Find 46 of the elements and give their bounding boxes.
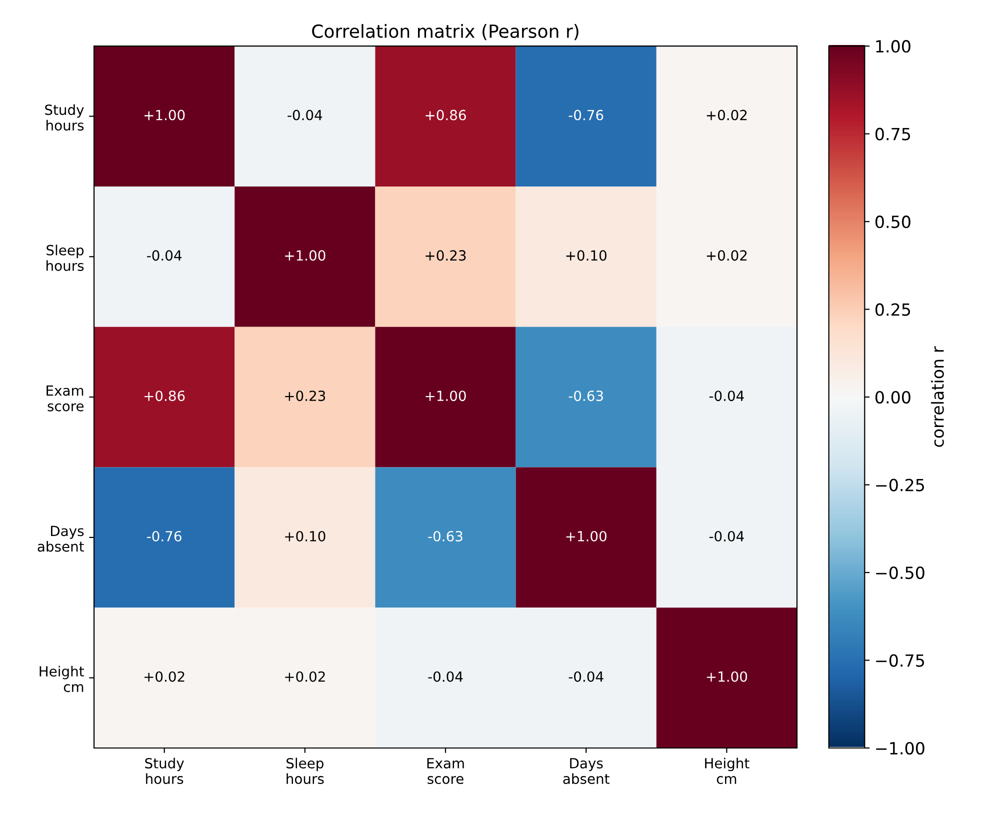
data-label: +0.02: [144, 671, 184, 682]
data-label: +0.02: [706, 250, 747, 261]
data-label: +0.86: [426, 110, 466, 120]
x-tick-label: Height cm: [705, 758, 750, 784]
data-label: +0.10: [285, 530, 326, 542]
color-bar-label: 0.75: [875, 128, 910, 140]
color-bar-label: 0.25: [875, 303, 910, 316]
color-bar-label: −0.25: [876, 478, 924, 492]
data-label: -0.04: [709, 530, 744, 542]
data-label: +0.23: [285, 390, 326, 402]
color-bar-label: 0.50: [875, 216, 910, 228]
color-bar-label: −0.50: [876, 566, 924, 580]
data-label: +1.00: [285, 250, 326, 261]
x-tick-label: Sleep hours: [286, 758, 324, 784]
data-label: -0.04: [568, 671, 604, 682]
y-tick-label: Days absent: [38, 526, 84, 552]
data-label: -0.04: [428, 671, 463, 682]
y-tick-label: Sleep hours: [46, 244, 84, 271]
color-bar-label: −0.75: [876, 654, 924, 667]
data-label: +1.00: [144, 110, 185, 120]
data-label: -0.04: [288, 110, 322, 120]
data-label: +0.02: [706, 110, 747, 120]
color-bar-label: 1.00: [876, 40, 910, 53]
data-label: +0.10: [566, 250, 606, 261]
data-label: +1.00: [706, 671, 748, 682]
data-label: +1.00: [426, 390, 466, 402]
x-tick-label: Days absent: [563, 758, 610, 784]
chart-title: Correlation matrix (Pearson r): [312, 24, 578, 40]
data-label: -0.76: [147, 530, 182, 542]
data-label: +0.23: [426, 250, 466, 261]
data-label: -0.76: [568, 110, 604, 120]
data-label: -0.04: [709, 390, 744, 402]
x-tick-label: Exam score: [427, 758, 464, 784]
data-label: -0.04: [147, 250, 182, 261]
data-label: +1.00: [566, 530, 606, 542]
data-label: -0.63: [568, 390, 603, 402]
data-label: -0.63: [428, 530, 462, 542]
data-label: +0.86: [144, 390, 185, 402]
color-bar-title: correlation r: [931, 346, 944, 447]
y-tick-label: Exam score: [46, 385, 84, 412]
data-label: +0.02: [285, 671, 325, 682]
y-tick-label: Height cm: [40, 666, 84, 692]
color-bar-label: 0.00: [875, 391, 910, 404]
color-bar-label: −1.00: [876, 742, 924, 755]
y-tick-label: Study hours: [45, 104, 84, 131]
x-tick-label: Study hours: [145, 758, 184, 784]
